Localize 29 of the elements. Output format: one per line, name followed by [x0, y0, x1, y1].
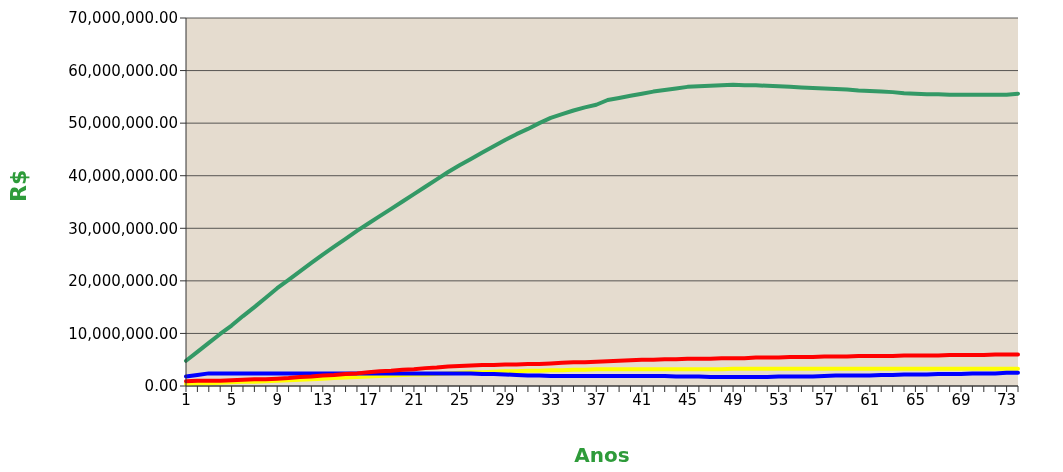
x-tick-label: 33 [541, 390, 561, 409]
x-tick-label: 29 [495, 390, 515, 409]
x-tick-label: 13 [313, 390, 333, 409]
y-axis-title: R$ [5, 169, 31, 202]
x-tick-label: 73 [997, 390, 1017, 409]
x-tick-label: 1 [181, 390, 191, 409]
x-tick-label: 25 [449, 390, 470, 409]
x-tick-label: 57 [814, 390, 834, 409]
y-tick-label: 70,000,000.00 [68, 9, 178, 28]
y-tick-label: 50,000,000.00 [68, 114, 178, 133]
x-tick-label: 9 [272, 390, 282, 409]
x-tick-label: 45 [677, 390, 698, 409]
y-tick-label: 30,000,000.00 [68, 219, 178, 238]
x-tick-label: 53 [769, 390, 789, 409]
x-tick-label: 17 [358, 390, 378, 409]
y-tick-label: 40,000,000.00 [68, 167, 178, 186]
x-tick-label: 37 [586, 390, 606, 409]
y-tick-label: 10,000,000.00 [68, 324, 178, 343]
x-tick-label: 61 [860, 390, 880, 409]
x-tick-label: 21 [404, 390, 424, 409]
x-tick-label: 65 [905, 390, 925, 409]
y-tick-label: 20,000,000.00 [68, 272, 178, 291]
x-tick-label: 41 [632, 390, 652, 409]
x-tick-label: 69 [951, 390, 971, 409]
x-axis-title: Anos [574, 443, 630, 467]
x-tick-label: 5 [226, 390, 237, 409]
y-tick-label: 60,000,000.00 [68, 61, 178, 80]
x-tick-label: 49 [723, 390, 743, 409]
y-tick-label: 0.00 [144, 377, 178, 396]
